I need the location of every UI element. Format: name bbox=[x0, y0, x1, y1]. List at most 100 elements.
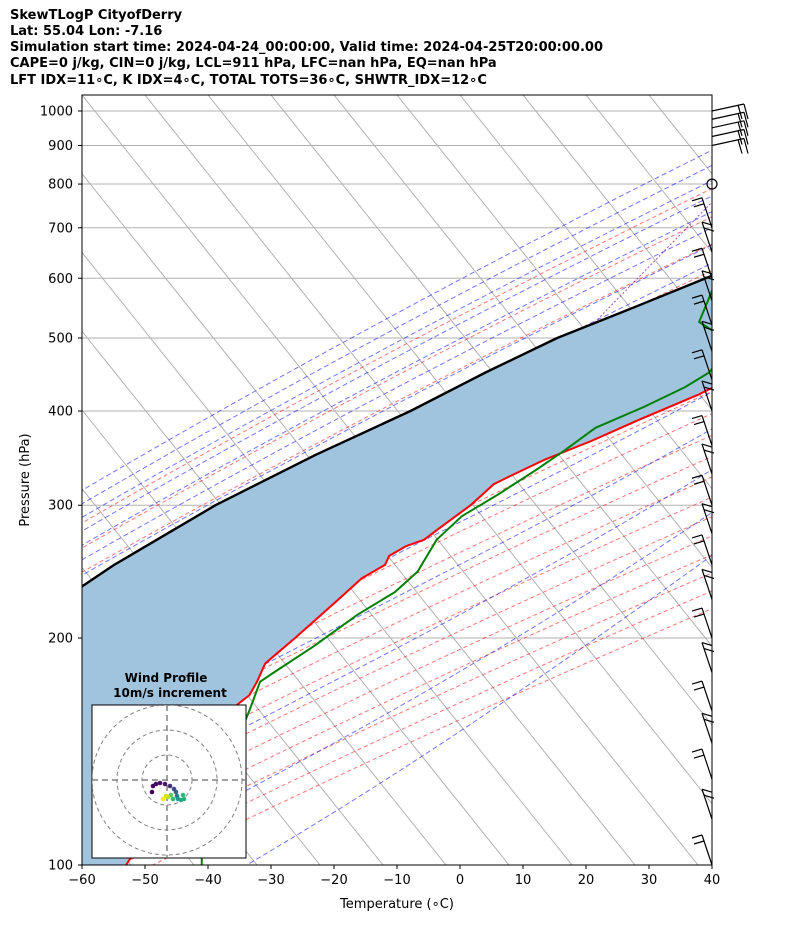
temperature-line bbox=[125, 386, 712, 865]
dry-adiabat bbox=[82, 269, 712, 597]
header-line-4: CAPE=0 j/kg, CIN=0 j/kg, LCL=911 hPa, LF… bbox=[10, 56, 497, 71]
wind-barb bbox=[706, 178, 718, 190]
barb-shaft bbox=[701, 415, 713, 446]
wind-barb bbox=[701, 712, 715, 744]
barb-feather bbox=[703, 449, 715, 454]
dry-adiabat bbox=[82, 216, 712, 549]
barb-flag bbox=[737, 104, 743, 120]
barb-feather bbox=[691, 414, 703, 420]
x-tick-label: −10 bbox=[383, 873, 410, 888]
isotherm-line bbox=[711, 95, 712, 96]
barb-shaft bbox=[701, 321, 713, 352]
barb-feather bbox=[703, 574, 715, 580]
isotherm-line bbox=[82, 487, 384, 865]
wind-barb bbox=[711, 128, 749, 145]
wind-barb bbox=[691, 197, 713, 228]
isotherm-line bbox=[0, 95, 68, 865]
isotherm-line bbox=[333, 95, 712, 569]
y-axis-label: Pressure (hPa) bbox=[18, 433, 33, 526]
wind-barb bbox=[691, 414, 713, 446]
barb-feather bbox=[701, 712, 713, 717]
inset-title: Wind Profile bbox=[125, 671, 208, 685]
wind-barb bbox=[691, 294, 713, 326]
barb-feather bbox=[703, 276, 715, 281]
barb-shaft bbox=[701, 607, 713, 639]
hodograph-point bbox=[170, 796, 176, 802]
barb-flag bbox=[737, 139, 743, 154]
hodograph-point bbox=[160, 796, 166, 802]
barb-shaft bbox=[701, 503, 713, 534]
hodograph-point bbox=[180, 792, 186, 798]
barb-flag bbox=[743, 103, 749, 120]
shaded-area bbox=[82, 275, 712, 865]
moist-adiabat bbox=[82, 180, 712, 518]
hodograph-point bbox=[153, 781, 159, 787]
x-tick-label: −40 bbox=[194, 873, 221, 888]
barb-feather bbox=[703, 509, 715, 514]
barb-feather bbox=[691, 534, 703, 539]
barb-feather bbox=[701, 788, 713, 793]
moist-adiabat bbox=[104, 511, 712, 865]
barb-shaft bbox=[701, 680, 713, 712]
dry-adiabat bbox=[82, 413, 712, 725]
wind-barb bbox=[701, 641, 715, 673]
barb-shaft bbox=[701, 221, 713, 253]
wind-barb bbox=[711, 111, 749, 128]
y-tick-label: 900 bbox=[48, 139, 73, 154]
hodograph-point bbox=[149, 789, 155, 795]
negative-area-shading bbox=[82, 275, 712, 865]
barb-feather bbox=[701, 641, 713, 647]
header-line-3: Simulation start time: 2024-04-24_00:00:… bbox=[10, 40, 603, 55]
hodograph-point bbox=[163, 793, 169, 799]
barb-feather bbox=[703, 326, 715, 331]
wind-barb bbox=[701, 380, 715, 412]
barb-shaft bbox=[701, 294, 713, 326]
barb-feather bbox=[693, 420, 705, 426]
barb-feather bbox=[703, 227, 715, 232]
dewpoint-line bbox=[200, 288, 712, 865]
dry-adiabat bbox=[82, 187, 712, 524]
isotherm-line bbox=[585, 95, 712, 254]
barb-shaft bbox=[701, 270, 713, 302]
x-tick-label: 40 bbox=[704, 873, 721, 888]
x-tick-label: 10 bbox=[515, 873, 532, 888]
moist-adiabat bbox=[82, 244, 712, 576]
barb-shaft bbox=[701, 197, 713, 228]
wind-barb bbox=[711, 120, 749, 136]
wind-barb bbox=[711, 137, 749, 154]
barb-shaft bbox=[701, 380, 713, 412]
inset-frame bbox=[91, 704, 247, 859]
wind-barb bbox=[691, 247, 713, 279]
isotherm-line bbox=[270, 95, 712, 648]
wind-barb bbox=[701, 443, 715, 475]
wind-barb bbox=[691, 534, 713, 566]
barb-feather bbox=[701, 443, 713, 448]
header-line-1: SkewTLogP CityofDerry bbox=[10, 8, 183, 23]
y-axis-ticks: 1000 900 800 700 600 500 400 300 200 100 bbox=[40, 104, 82, 874]
wind-profile-inset: Wind Profile 10m/s increment bbox=[91, 671, 247, 859]
barb-feather bbox=[691, 197, 703, 202]
x-axis-ticks: −60 −50 −40 −30 −20 −10 0 10 20 30 40 bbox=[68, 865, 720, 888]
wind-barb bbox=[691, 474, 713, 506]
barb-feather bbox=[693, 686, 705, 691]
inset-subtitle: 10m/s increment bbox=[113, 686, 227, 700]
wind-barb bbox=[711, 103, 749, 120]
barb-shaft bbox=[701, 349, 713, 381]
isotherm-line bbox=[82, 330, 510, 865]
x-tick-label: −30 bbox=[257, 873, 284, 888]
wind-barb bbox=[691, 680, 713, 712]
hodograph-point bbox=[181, 796, 187, 802]
barb-shaft bbox=[701, 475, 713, 506]
parcel-line bbox=[82, 274, 712, 588]
y-tick-label: 800 bbox=[48, 178, 73, 193]
wind-barb bbox=[691, 349, 713, 381]
barb-shaft bbox=[701, 534, 713, 566]
wind-barb bbox=[701, 788, 715, 820]
hodograph-point bbox=[162, 781, 168, 787]
moist-adiabat bbox=[82, 195, 712, 532]
barb-feather bbox=[691, 349, 703, 354]
barb-feather bbox=[693, 203, 705, 208]
moist-adiabat bbox=[82, 428, 712, 761]
wind-barb bbox=[701, 568, 715, 600]
hodograph-point bbox=[157, 780, 163, 786]
